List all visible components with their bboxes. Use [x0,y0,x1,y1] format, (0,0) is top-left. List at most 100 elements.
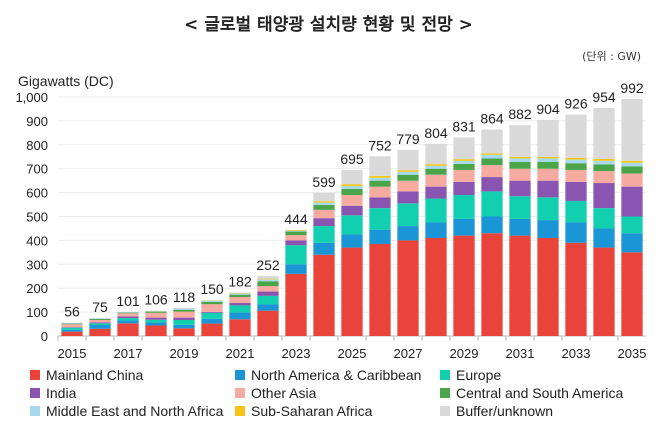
bar-segment-india-2025 [341,205,363,216]
bar-segment-central-and-south-america-2031 [509,162,531,169]
bar-segment-central-and-south-america-2029 [453,163,475,170]
bar-segment-buffer-unknown-2033 [565,114,587,158]
bar-segment-buffer-unknown-2030 [481,129,503,154]
bar-segment-central-and-south-america-2020 [201,301,223,305]
bar-segment-north-america-caribbean-2030 [481,216,503,234]
bar-segment-europe-2020 [201,312,223,319]
bar-segment-north-america-caribbean-2034 [593,228,615,248]
bar-segment-buffer-unknown-2032 [537,119,559,157]
x-tick-label: 2025 [338,346,367,361]
bar-segment-other-asia-2033 [565,169,587,182]
chart-title: < 글로벌 태양광 설치량 현황 및 전망 > [184,15,473,35]
legend-item: Europe [440,367,640,383]
bar-segment-middle-east-and-north-africa-2032 [537,158,559,163]
bar-segment-north-america-caribbean-2032 [537,220,559,239]
bar-segment-buffer-unknown-2025 [341,169,363,185]
total-label-2025: 695 [340,151,364,167]
x-tick-label: 2017 [114,346,143,361]
bar-segment-europe-2028 [425,198,447,223]
bar-segment-north-america-caribbean-2033 [565,222,587,243]
bar-segment-europe-2031 [509,196,531,219]
bar-segment-north-america-caribbean-2027 [397,226,419,241]
bar-segment-north-america-caribbean-2024 [313,242,335,255]
total-label-2022: 252 [256,257,280,273]
bar-segment-central-and-south-america-2024 [313,205,335,210]
bar-segment-north-america-caribbean-2019 [173,324,195,329]
y-tick-label: 700 [26,162,48,177]
bar-segment-middle-east-and-north-africa-2031 [509,158,531,163]
y-tick-label: 1,000 [15,90,48,105]
y-tick-label: 600 [26,186,48,201]
bar-segment-mainland-china-2028 [425,238,447,336]
bar-segment-sub-saharan-africa-2022 [257,278,279,280]
bar-segment-india-2028 [425,186,447,199]
bar-segment-sub-saharan-africa-2031 [509,156,531,159]
bar-segment-europe-2026 [369,208,391,230]
bar-segment-india-2027 [397,191,419,204]
bar-segment-middle-east-and-north-africa-2035 [621,162,643,167]
bar-segment-north-america-caribbean-2022 [257,304,279,311]
bar-segment-europe-2030 [481,191,503,217]
bar-segment-europe-2018 [145,319,167,323]
legend-label: Buffer/unknown [456,403,554,419]
bar-segment-mainland-china-2021 [229,319,251,336]
bar-segment-mainland-china-2032 [537,238,559,336]
bar-segment-europe-2027 [397,203,419,227]
legend-label: Sub-Saharan Africa [251,403,373,419]
total-label-2018: 106 [144,292,168,308]
bar-segment-other-asia-2031 [509,168,531,181]
bar-segment-india-2016 [89,322,111,324]
bar-segment-north-america-caribbean-2015 [61,329,83,332]
bar-segment-mainland-china-2016 [89,328,111,336]
bar-segment-sub-saharan-africa-2024 [313,201,335,203]
bar-segment-india-2030 [481,177,503,192]
bar-segment-other-asia-2018 [145,312,167,318]
bar-segment-middle-east-and-north-africa-2033 [565,159,587,164]
bar-segment-central-and-south-america-2022 [257,281,279,287]
bar-segment-mainland-china-2024 [313,254,335,336]
bar-segment-middle-east-and-north-africa-2028 [425,165,447,169]
legend-item: Middle East and North Africa [30,403,235,419]
bar-segment-north-america-caribbean-2020 [201,318,223,324]
legend-label: Mainland China [46,367,144,383]
bar-segment-central-and-south-america-2025 [341,189,363,195]
bar-segment-sub-saharan-africa-2033 [565,157,587,160]
y-tick-label: 100 [26,305,48,320]
bar-segment-middle-east-and-north-africa-2034 [593,160,615,165]
total-label-2023: 444 [284,211,308,227]
bar-segment-middle-east-and-north-africa-2026 [369,177,391,181]
bar-segment-central-and-south-america-2032 [537,162,559,169]
x-tick-label: 2015 [58,346,87,361]
total-label-2024: 599 [312,174,336,190]
bar-segment-central-and-south-america-2019 [173,309,195,312]
bar-segment-europe-2025 [341,215,363,235]
bar-segment-mainland-china-2030 [481,233,503,336]
x-tick-label: 2033 [562,346,591,361]
bar-segment-india-2029 [453,181,475,195]
bar-segment-other-asia-2032 [537,168,559,181]
bar-segment-other-asia-2035 [621,173,643,187]
bar-segment-central-and-south-america-2026 [369,180,391,187]
bar-segment-mainland-china-2022 [257,310,279,336]
bar-segment-india-2031 [509,180,531,197]
total-label-2030: 864 [480,111,504,127]
legend-swatch [235,406,245,416]
bar-segment-europe-2034 [593,208,615,229]
total-label-2020: 150 [200,281,224,297]
bar-segment-sub-saharan-africa-2034 [593,158,615,161]
y-tick-label: 800 [26,138,48,153]
bar-segment-buffer-unknown-2034 [593,107,615,159]
bar-segment-europe-2016 [89,323,111,326]
legend-item: Central and South America [440,385,640,401]
bar-segment-mainland-china-2031 [509,235,531,336]
bar-segment-other-asia-2034 [593,171,615,184]
bar-segment-europe-2035 [621,216,643,234]
bar-segment-north-america-caribbean-2028 [425,222,447,239]
legend-swatch [30,370,40,380]
bar-segment-buffer-unknown-2029 [453,137,475,160]
bar-segment-sub-saharan-africa-2029 [453,159,475,161]
bar-segment-other-asia-2026 [369,186,391,198]
bar-segment-mainland-china-2035 [621,252,643,336]
bar-segment-middle-east-and-north-africa-2021 [229,293,251,295]
bar-segment-buffer-unknown-2027 [397,149,419,171]
